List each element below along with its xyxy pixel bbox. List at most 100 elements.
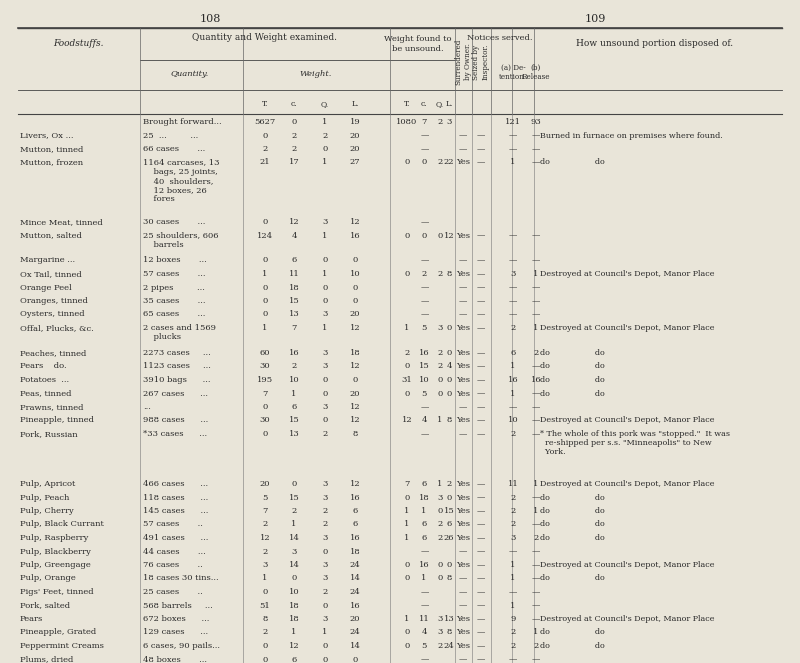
Text: 25  ...         ...: 25 ... ...: [143, 131, 198, 139]
Text: 0: 0: [262, 642, 268, 650]
Text: 3: 3: [291, 548, 297, 556]
Text: 17: 17: [289, 158, 299, 166]
Text: 2: 2: [262, 548, 268, 556]
Text: Pulp, Orange: Pulp, Orange: [20, 575, 76, 583]
Text: 0: 0: [262, 131, 268, 139]
Text: —: —: [477, 257, 485, 265]
Text: Pears: Pears: [20, 615, 43, 623]
Text: 20: 20: [350, 131, 360, 139]
Text: Yes: Yes: [456, 493, 470, 501]
Text: Prawns, tinned: Prawns, tinned: [20, 403, 83, 411]
Text: 4: 4: [446, 363, 452, 371]
Text: 1080: 1080: [396, 118, 418, 126]
Text: —: —: [532, 493, 540, 501]
Text: 195: 195: [257, 376, 273, 384]
Text: 129 cases      ...: 129 cases ...: [143, 629, 208, 636]
Text: 6: 6: [291, 656, 297, 663]
Text: 0: 0: [262, 310, 268, 318]
Text: —: —: [477, 376, 485, 384]
Text: —: —: [477, 629, 485, 636]
Text: 1: 1: [291, 629, 297, 636]
Text: 1: 1: [404, 615, 410, 623]
Text: Pulp, Greengage: Pulp, Greengage: [20, 561, 90, 569]
Text: 5: 5: [422, 324, 426, 332]
Text: 1: 1: [422, 507, 426, 515]
Text: Yes: Yes: [456, 389, 470, 398]
Text: 12: 12: [350, 324, 360, 332]
Text: —: —: [532, 297, 540, 305]
Text: do                  do: do do: [540, 389, 605, 398]
Text: 0: 0: [322, 257, 328, 265]
Text: 18 cases 30 tins...: 18 cases 30 tins...: [143, 575, 218, 583]
Text: 11: 11: [508, 480, 518, 488]
Text: 66 cases       ...: 66 cases ...: [143, 145, 206, 153]
Text: do                  do: do do: [540, 376, 605, 384]
Text: 30 cases       ...: 30 cases ...: [143, 218, 206, 226]
Text: 2: 2: [510, 430, 516, 438]
Text: 3: 3: [322, 575, 328, 583]
Text: Yes: Yes: [456, 629, 470, 636]
Text: Quantity and Weight examined.: Quantity and Weight examined.: [193, 34, 338, 42]
Text: 5: 5: [422, 389, 426, 398]
Text: 1: 1: [422, 575, 426, 583]
Text: 2: 2: [438, 158, 442, 166]
Text: 0: 0: [322, 642, 328, 650]
Text: 22: 22: [444, 158, 454, 166]
Text: 24: 24: [350, 588, 360, 596]
Text: 20: 20: [350, 615, 360, 623]
Text: —: —: [477, 642, 485, 650]
Text: —: —: [421, 588, 429, 596]
Text: 2: 2: [438, 118, 442, 126]
Text: 12: 12: [350, 363, 360, 371]
Text: 109: 109: [584, 14, 606, 24]
Text: —: —: [459, 548, 467, 556]
Text: 20: 20: [350, 389, 360, 398]
Text: Yes: Yes: [456, 615, 470, 623]
Text: 0: 0: [322, 389, 328, 398]
Text: 2: 2: [438, 363, 442, 371]
Text: c.: c.: [421, 100, 427, 108]
Text: 0: 0: [322, 284, 328, 292]
Text: 1: 1: [510, 158, 516, 166]
Text: 3910 bags      ...: 3910 bags ...: [143, 376, 210, 384]
Text: 7: 7: [291, 324, 297, 332]
Text: 568 barrels     ...: 568 barrels ...: [143, 601, 213, 609]
Text: 0: 0: [291, 480, 297, 488]
Text: —: —: [532, 416, 540, 424]
Text: —: —: [421, 297, 429, 305]
Text: 8: 8: [446, 270, 452, 278]
Text: 1: 1: [322, 231, 328, 239]
Text: 1: 1: [322, 118, 328, 126]
Text: 2: 2: [291, 145, 297, 153]
Text: 7: 7: [404, 480, 410, 488]
Text: 1: 1: [534, 324, 538, 332]
Text: 2: 2: [262, 520, 268, 528]
Text: Quantity.: Quantity.: [171, 70, 209, 78]
Text: Seized by
Inspector.: Seized by Inspector.: [472, 44, 490, 80]
Text: L.: L.: [351, 100, 358, 108]
Text: 3: 3: [510, 534, 516, 542]
Text: —: —: [509, 131, 517, 139]
Text: 0: 0: [404, 389, 410, 398]
Text: Pulp, Cherry: Pulp, Cherry: [20, 507, 74, 515]
Text: —: —: [459, 131, 467, 139]
Text: 44 cases       ...: 44 cases ...: [143, 548, 206, 556]
Text: 13: 13: [289, 430, 299, 438]
Text: 0: 0: [352, 376, 358, 384]
Text: 8: 8: [352, 430, 358, 438]
Text: How unsound portion disposed of.: How unsound portion disposed of.: [577, 40, 734, 48]
Text: * The whole of this pork was "stopped."  It was
  re-shipped per s.s. "Minneapol: * The whole of this pork was "stopped." …: [540, 430, 730, 456]
Text: 6: 6: [510, 349, 516, 357]
Text: do                  do: do do: [540, 629, 605, 636]
Text: 0: 0: [404, 158, 410, 166]
Text: 16: 16: [350, 601, 360, 609]
Text: 0: 0: [322, 416, 328, 424]
Text: 15: 15: [289, 416, 299, 424]
Text: 672 boxes      ...: 672 boxes ...: [143, 615, 210, 623]
Text: 0: 0: [446, 324, 452, 332]
Text: Weight.: Weight.: [300, 70, 332, 78]
Text: 2: 2: [510, 324, 516, 332]
Text: Oranges, tinned: Oranges, tinned: [20, 297, 88, 305]
Text: 8: 8: [262, 615, 268, 623]
Text: 2: 2: [322, 588, 328, 596]
